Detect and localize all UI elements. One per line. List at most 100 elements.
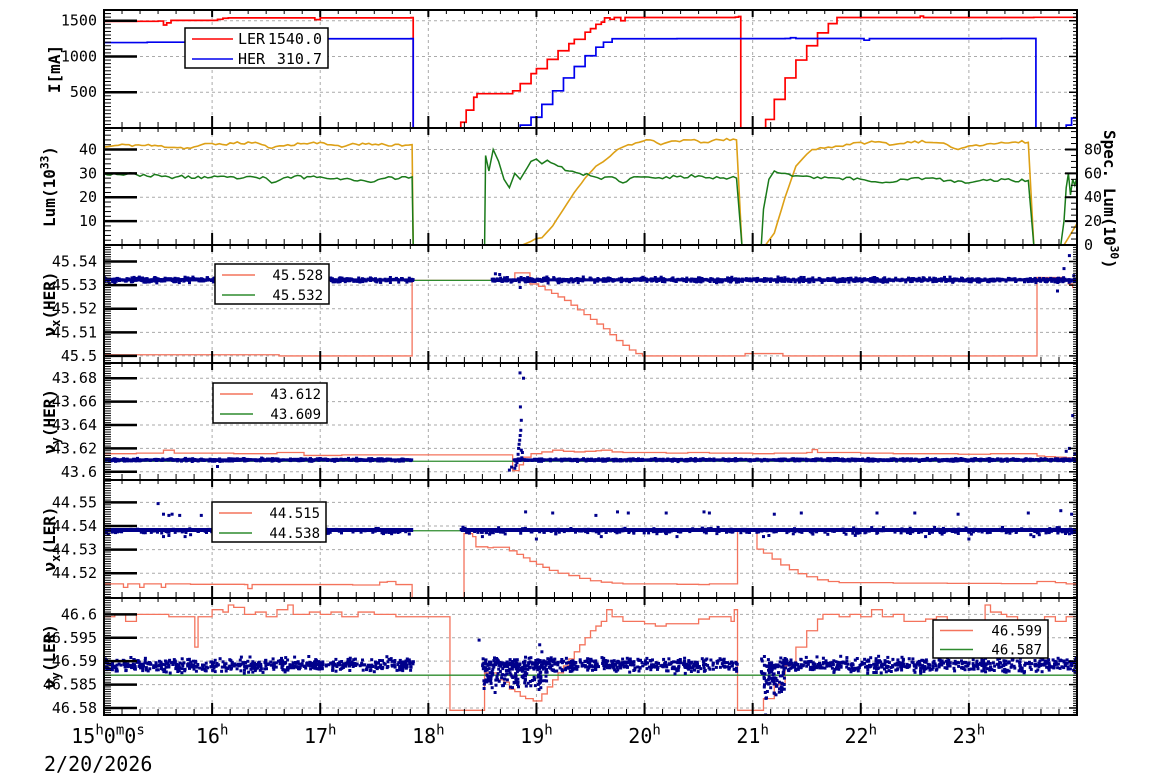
data-point bbox=[551, 528, 555, 532]
data-point bbox=[357, 276, 361, 280]
data-point bbox=[328, 530, 332, 534]
data-point bbox=[934, 458, 938, 462]
data-point bbox=[373, 529, 377, 533]
data-point bbox=[832, 457, 836, 461]
data-point bbox=[520, 669, 524, 673]
data-point bbox=[957, 278, 961, 282]
data-point bbox=[189, 660, 193, 664]
data-point bbox=[187, 657, 191, 661]
legend-series-name: LER bbox=[238, 30, 266, 48]
data-point bbox=[497, 526, 501, 530]
data-point bbox=[578, 529, 582, 533]
data-point bbox=[564, 666, 568, 670]
data-point bbox=[521, 527, 525, 531]
data-point bbox=[841, 528, 845, 532]
data-point bbox=[776, 275, 780, 279]
data-point bbox=[508, 661, 512, 665]
data-point bbox=[371, 530, 375, 534]
data-point bbox=[387, 658, 391, 661]
data-point bbox=[1006, 530, 1010, 534]
data-point bbox=[769, 277, 773, 281]
data-point bbox=[144, 458, 148, 462]
axis-ticks bbox=[103, 244, 1077, 364]
data-point bbox=[499, 279, 503, 282]
data-point bbox=[775, 458, 779, 462]
data-point bbox=[347, 657, 350, 661]
data-point bbox=[205, 278, 209, 282]
data-point bbox=[519, 448, 523, 452]
data-point bbox=[173, 530, 177, 534]
data-point bbox=[373, 660, 377, 664]
data-point bbox=[280, 656, 283, 660]
data-point bbox=[913, 511, 917, 515]
data-point bbox=[645, 667, 649, 671]
data-point bbox=[756, 528, 760, 532]
data-point bbox=[692, 662, 696, 666]
data-point bbox=[783, 457, 787, 461]
data-point bbox=[356, 459, 360, 463]
data-point bbox=[192, 276, 196, 280]
data-point bbox=[203, 667, 207, 671]
data-point bbox=[171, 663, 175, 666]
y-tick-label: 43.68 bbox=[52, 369, 97, 387]
data-point bbox=[626, 665, 629, 669]
data-point bbox=[847, 280, 851, 284]
data-point bbox=[737, 280, 740, 284]
data-point bbox=[514, 660, 518, 664]
data-point bbox=[837, 528, 841, 532]
data-point bbox=[159, 660, 163, 664]
data-point bbox=[704, 277, 708, 281]
data-point bbox=[210, 278, 214, 282]
data-point bbox=[755, 530, 759, 534]
data-point bbox=[514, 463, 518, 467]
data-point bbox=[324, 663, 328, 667]
data-point bbox=[401, 459, 405, 463]
data-point bbox=[517, 528, 521, 532]
data-point bbox=[1001, 525, 1004, 529]
data-point bbox=[827, 458, 831, 462]
data-point bbox=[507, 663, 511, 666]
data-point bbox=[350, 458, 354, 462]
y-tick-label: 44.54 bbox=[52, 517, 97, 535]
data-point bbox=[654, 459, 658, 463]
data-point bbox=[924, 457, 928, 461]
data-point bbox=[340, 660, 344, 663]
data-point bbox=[388, 276, 392, 279]
data-point bbox=[641, 664, 645, 668]
data-point bbox=[960, 278, 963, 282]
data-point bbox=[657, 277, 661, 281]
data-point bbox=[514, 278, 518, 282]
data-point bbox=[130, 459, 134, 463]
data-point bbox=[884, 458, 887, 462]
data-point bbox=[893, 530, 897, 534]
data-point bbox=[542, 530, 546, 534]
data-point bbox=[839, 458, 843, 462]
data-point bbox=[709, 528, 712, 532]
data-point bbox=[1049, 529, 1053, 533]
data-point bbox=[856, 531, 860, 535]
data-point bbox=[208, 458, 212, 462]
data-point bbox=[182, 278, 186, 281]
data-point bbox=[869, 279, 873, 283]
data-point bbox=[396, 663, 400, 667]
data-point bbox=[915, 279, 919, 283]
data-point bbox=[599, 528, 603, 532]
data-point bbox=[709, 658, 713, 662]
data-point bbox=[396, 531, 400, 534]
data-point bbox=[251, 670, 255, 674]
data-point bbox=[1032, 535, 1036, 539]
data-point bbox=[384, 458, 387, 462]
data-point bbox=[950, 529, 953, 533]
data-point bbox=[671, 276, 675, 280]
data-point bbox=[467, 531, 471, 535]
data-point bbox=[961, 528, 965, 532]
data-point bbox=[632, 660, 636, 664]
data-point bbox=[733, 458, 737, 462]
data-point bbox=[281, 661, 285, 665]
y-axis-title: νx(LER) bbox=[40, 506, 63, 571]
data-point bbox=[686, 666, 689, 670]
data-point bbox=[230, 662, 234, 666]
data-point bbox=[645, 656, 649, 660]
data-point bbox=[343, 663, 347, 666]
